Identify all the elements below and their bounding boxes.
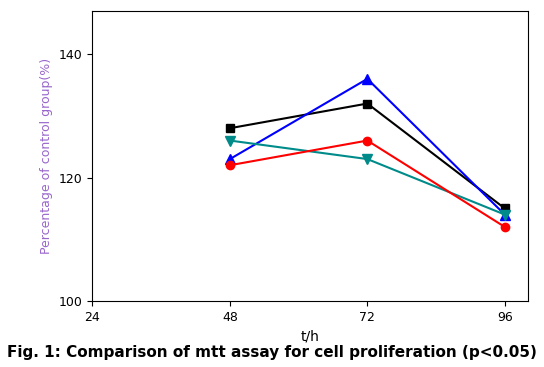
X-axis label: t/h: t/h <box>301 329 319 343</box>
Y-axis label: Percentage of control group(%): Percentage of control group(%) <box>40 58 53 254</box>
Text: Fig. 1: Comparison of mtt assay for cell proliferation (p<0.05): Fig. 1: Comparison of mtt assay for cell… <box>7 345 537 360</box>
